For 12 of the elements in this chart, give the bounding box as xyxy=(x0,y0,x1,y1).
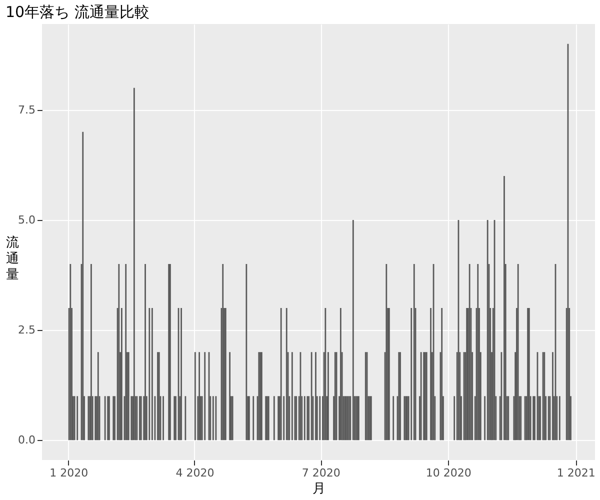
y-tick-label: 5.0 xyxy=(18,213,36,226)
chart-title: 10年落ち 流通量比較 xyxy=(6,3,150,21)
x-tick-label: 10 2020 xyxy=(426,466,472,480)
y-axis-title: 流通量 xyxy=(6,234,19,282)
y-tick-label: 0.0 xyxy=(18,434,36,447)
x-tick-label: 1 2021 xyxy=(556,466,596,480)
x-tick-label: 1 2020 xyxy=(50,466,88,480)
x-tick-label: 4 2020 xyxy=(176,466,214,480)
y-tick-label: 2.5 xyxy=(18,324,36,337)
y-tick-label: 7.5 xyxy=(18,103,36,116)
x-tick-label: 7 2020 xyxy=(302,466,340,480)
x-axis-title: 月 xyxy=(312,482,326,496)
